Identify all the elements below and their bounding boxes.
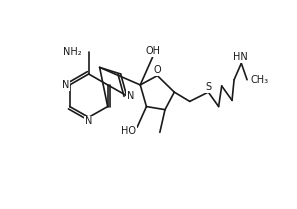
Text: N: N: [85, 116, 92, 126]
Text: O: O: [154, 65, 161, 75]
Text: N: N: [127, 91, 134, 101]
Text: N: N: [62, 80, 70, 90]
Text: CH₃: CH₃: [250, 75, 268, 85]
Text: HO: HO: [121, 126, 136, 136]
Text: S: S: [205, 82, 211, 92]
Text: NH₂: NH₂: [64, 47, 82, 57]
Text: HN: HN: [233, 52, 248, 62]
Text: OH: OH: [145, 46, 160, 56]
